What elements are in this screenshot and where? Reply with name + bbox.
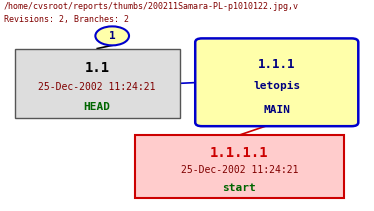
Text: 1: 1 [109,31,116,41]
Text: 1.1.1: 1.1.1 [258,58,295,71]
Circle shape [95,26,129,45]
Text: 1.1.1.1: 1.1.1.1 [210,146,269,160]
Text: 1.1: 1.1 [85,61,110,75]
Bar [15,49,180,118]
Text: start: start [223,183,256,193]
Text: 25-Dec-2002 11:24:21: 25-Dec-2002 11:24:21 [39,82,156,92]
FancyBboxPatch shape [195,38,358,126]
Text: MAIN: MAIN [263,105,290,115]
Text: letopis: letopis [253,81,300,91]
Text: 25-Dec-2002 11:24:21: 25-Dec-2002 11:24:21 [181,165,298,175]
Bar [135,135,344,198]
Text: Revisions: 2, Branches: 2: Revisions: 2, Branches: 2 [4,15,129,24]
Text: /home/cvsroot/reports/thumbs/200211Samara-PL-p1010122.jpg,v: /home/cvsroot/reports/thumbs/200211Samar… [4,2,299,11]
Text: HEAD: HEAD [84,102,111,112]
